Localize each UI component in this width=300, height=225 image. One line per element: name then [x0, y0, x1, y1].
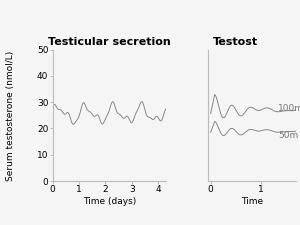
X-axis label: Time (days): Time (days) [82, 197, 136, 206]
Text: Testost: Testost [212, 37, 258, 47]
Text: 50m: 50m [278, 131, 298, 140]
X-axis label: Time: Time [241, 197, 263, 206]
Title: Testicular secretion: Testicular secretion [48, 37, 171, 47]
Text: Serum testosterone (nmol/L): Serum testosterone (nmol/L) [6, 51, 15, 181]
Text: 100m: 100m [278, 104, 300, 113]
